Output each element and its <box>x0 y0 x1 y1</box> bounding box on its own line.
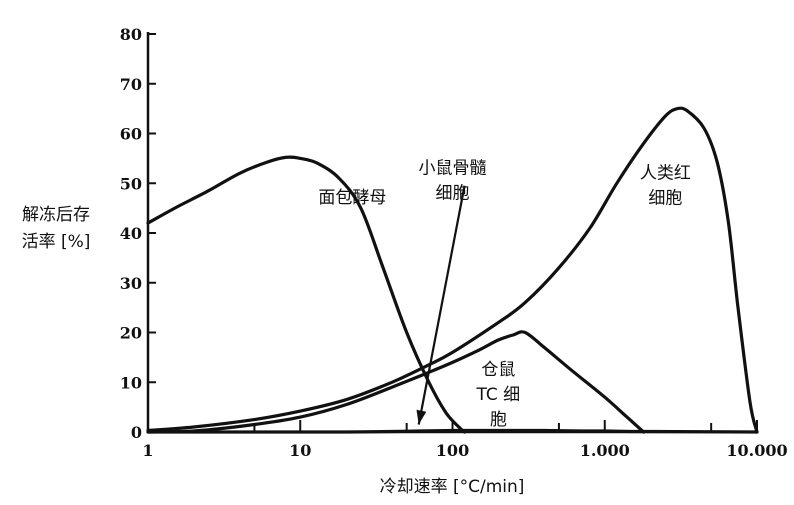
y-tick-label: 30 <box>120 274 142 293</box>
y-tick-label: 40 <box>120 224 142 243</box>
series-label-1-line-1: 细胞 <box>436 183 470 203</box>
x-ticks: 1 10 100 1.000 10.000 <box>142 420 788 460</box>
y-tick-label: 0 <box>131 423 142 442</box>
y-axis-label-line-2: 活率 [%] <box>22 232 91 252</box>
series-label-3-line-2: 胞 <box>490 410 507 430</box>
series-line-0 <box>146 155 467 434</box>
x-tick-label: 10 <box>289 441 311 460</box>
series-label-3-line-0: 仓鼠 <box>481 360 515 380</box>
series-label-1-line-0: 小鼠骨髓 <box>419 158 487 178</box>
x-tick-label: 1 <box>142 441 153 460</box>
y-tick-label: 20 <box>120 324 142 343</box>
curves <box>146 106 759 434</box>
series-line-3 <box>146 330 646 434</box>
y-tick-label: 70 <box>120 75 142 94</box>
axes <box>146 32 757 434</box>
series-line-2 <box>146 106 759 434</box>
y-tick-label: 50 <box>120 174 142 193</box>
x-tick-label: 10.000 <box>726 441 787 460</box>
series-label-3-line-1: TC 细 <box>475 385 520 405</box>
series-label-0-line-0: 面包酵母 <box>318 188 386 208</box>
y-tick-label: 60 <box>120 125 142 144</box>
axis-labels: 解冻后存 活率 [%] 冷却速率 [°C/min] <box>22 205 525 497</box>
series-label-2-line-0: 人类红 <box>640 163 691 183</box>
y-ticks: 0 10 20 30 40 50 60 70 80 <box>120 25 156 442</box>
x-tick-label: 1.000 <box>580 441 630 460</box>
y-axis-label-line-1: 解冻后存 <box>22 205 90 225</box>
y-tick-label: 10 <box>120 373 142 392</box>
x-axis-label: 冷却速率 [°C/min] <box>380 477 525 497</box>
series-line-1 <box>146 428 759 434</box>
annotation-arrow-head <box>416 409 427 425</box>
annotation-arrow-line <box>417 185 466 425</box>
y-tick-label: 80 <box>120 25 142 44</box>
x-tick-label: 100 <box>436 441 469 460</box>
series-label-2-line-1: 细胞 <box>648 188 682 208</box>
